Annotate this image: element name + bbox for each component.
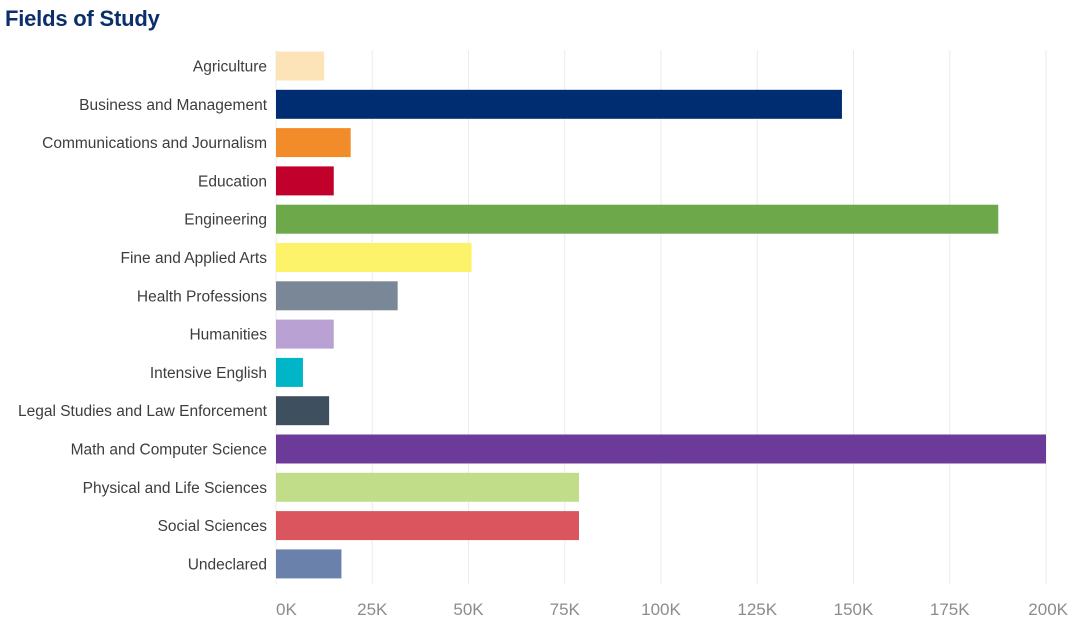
- category-label: Humanities: [189, 327, 267, 344]
- bar[interactable]: [276, 128, 351, 158]
- bar[interactable]: [276, 472, 579, 502]
- category-label: Business and Management: [79, 97, 268, 114]
- category-label: Intensive English: [150, 365, 267, 382]
- x-axis-ticks: 0K 25K 50K 75K 100K 125K 150K 175K 200K: [276, 600, 1069, 619]
- x-tick-label: 125K: [737, 600, 777, 619]
- category-label: Social Sciences: [158, 518, 268, 535]
- x-tick-label: 25K: [357, 600, 388, 619]
- bar[interactable]: [276, 281, 398, 311]
- category-label: Fine and Applied Arts: [121, 250, 268, 267]
- category-label: Education: [198, 173, 267, 190]
- bar[interactable]: [276, 89, 842, 119]
- category-labels: Agriculture Business and Management Commun…: [18, 59, 268, 574]
- category-label: Legal Studies and Law Enforcement: [18, 403, 268, 420]
- category-label: Math and Computer Science: [71, 442, 267, 459]
- bar[interactable]: [276, 357, 303, 387]
- x-tick-label: 100K: [641, 600, 681, 619]
- category-label: Engineering: [184, 212, 267, 229]
- category-label: Physical and Life Sciences: [83, 480, 268, 497]
- category-label: Agriculture: [193, 59, 267, 76]
- x-tick-label: 175K: [930, 600, 970, 619]
- x-tick-label: 200K: [1028, 600, 1068, 619]
- bar[interactable]: [276, 396, 330, 426]
- x-tick-label: 0K: [276, 600, 297, 619]
- gridlines: [275, 50, 1047, 584]
- x-tick-label: 150K: [834, 600, 874, 619]
- category-label: Communications and Journalism: [42, 135, 267, 152]
- bar[interactable]: [276, 51, 325, 81]
- bar[interactable]: [276, 434, 1046, 464]
- bar[interactable]: [276, 319, 334, 349]
- bar[interactable]: [276, 549, 342, 579]
- bar[interactable]: [276, 204, 999, 234]
- bars: [276, 51, 1046, 579]
- bar[interactable]: [276, 511, 579, 541]
- category-label: Health Professions: [137, 288, 267, 305]
- x-tick-label: 75K: [550, 600, 581, 619]
- chart-title: Fields of Study: [5, 6, 160, 31]
- bar[interactable]: [276, 243, 472, 272]
- bar[interactable]: [276, 166, 334, 196]
- category-label: Undeclared: [188, 556, 267, 573]
- x-tick-label: 50K: [453, 600, 484, 619]
